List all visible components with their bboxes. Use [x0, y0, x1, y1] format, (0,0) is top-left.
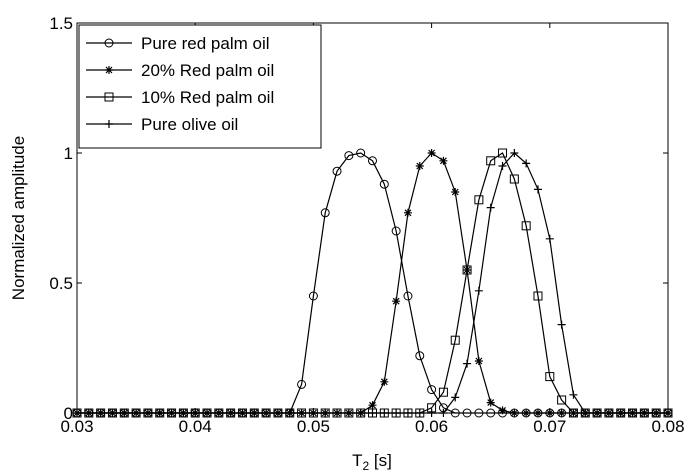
data-point — [498, 162, 507, 170]
data-point — [486, 156, 496, 166]
data-point — [533, 291, 543, 301]
data-point — [379, 179, 389, 189]
legend-label: Pure red palm oil — [141, 34, 270, 53]
data-point — [320, 208, 330, 218]
data-point — [557, 320, 566, 329]
data-point — [463, 359, 472, 368]
legend-marker — [105, 66, 113, 74]
plot-frame — [76, 22, 669, 414]
legend-label: Pure olive oil — [141, 115, 238, 134]
data-point — [450, 335, 460, 345]
x-tick-label: 0.04 — [179, 417, 212, 436]
data-point — [427, 149, 436, 157]
data-point — [403, 208, 412, 217]
x-tick-label: 0.05 — [297, 417, 330, 436]
data-point — [486, 203, 495, 212]
data-point — [486, 398, 495, 407]
y-axis-label: Normalized amplitude — [9, 136, 28, 300]
data-point — [451, 393, 460, 402]
data-point — [392, 297, 401, 306]
data-point — [415, 351, 425, 361]
y-tick-label: 0.5 — [49, 274, 73, 293]
data-point — [368, 401, 377, 410]
data-point — [474, 357, 483, 365]
legend-marker — [105, 120, 113, 128]
data-point — [569, 390, 578, 399]
data-point — [498, 406, 507, 415]
data-point — [498, 148, 508, 158]
data-point — [522, 159, 531, 168]
data-point — [344, 151, 354, 161]
legend-label: 20% Red palm oil — [141, 61, 274, 80]
y-ticks: 0 0.5 1 1.5 — [49, 14, 668, 423]
data-point — [332, 166, 342, 176]
data-point — [462, 265, 472, 275]
data-point — [533, 185, 542, 194]
data-point — [403, 291, 413, 301]
x-tick-label: 0.08 — [651, 417, 684, 436]
data-point — [308, 291, 318, 301]
y-tick-label: 1.5 — [49, 14, 73, 33]
data-point — [510, 149, 519, 157]
data-point — [545, 234, 554, 243]
data-point — [451, 188, 460, 196]
data-point — [391, 226, 401, 236]
legend: Pure red palm oil 20% Red palm oil 10% Red… — [78, 24, 322, 149]
x-axis-label-main: T — [352, 451, 362, 470]
x-axis-label: T2 [s] — [352, 451, 392, 472]
data-point — [356, 148, 366, 158]
x-ticks: 0.03 0.04 0.05 0.06 0.07 0.08 — [60, 23, 685, 436]
x-tick-label: 0.06 — [415, 417, 448, 436]
data-point — [545, 372, 555, 382]
legend-marker — [104, 92, 114, 102]
data-point — [427, 385, 437, 395]
legend-marker — [104, 38, 114, 48]
data-point — [415, 162, 424, 170]
data-point — [368, 156, 377, 166]
data-point — [474, 195, 484, 205]
x-tick-label: 0.07 — [533, 417, 566, 436]
y-tick-label: 0 — [64, 404, 73, 423]
y-tick-label: 1 — [64, 144, 73, 163]
data-point — [438, 387, 448, 397]
x-axis-label-subscript: 2 — [363, 459, 370, 472]
data-point — [521, 221, 531, 231]
data-point — [439, 156, 448, 165]
data-point — [474, 286, 483, 295]
data-point — [297, 379, 307, 389]
x-tick-label: 0.03 — [60, 417, 93, 436]
legend-label: 10% Red palm oil — [141, 88, 274, 107]
x-axis-label-unit: [s] — [369, 451, 392, 470]
data-point — [380, 377, 389, 386]
data-point — [509, 174, 519, 184]
legend-box — [78, 24, 322, 149]
data-point — [557, 395, 567, 405]
